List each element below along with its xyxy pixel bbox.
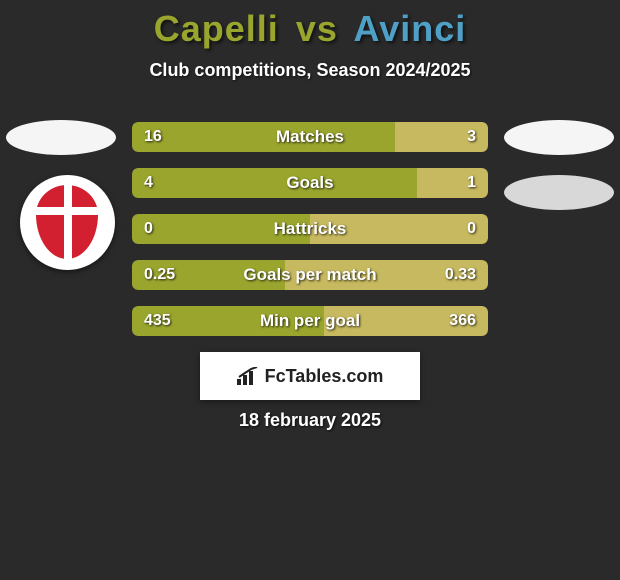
watermark-text: FcTables.com: [265, 366, 384, 387]
player1-name: Capelli: [154, 8, 279, 49]
stat-label: Goals: [132, 168, 488, 198]
stat-row: 435366Min per goal: [132, 306, 488, 336]
stat-row: 41Goals: [132, 168, 488, 198]
stat-label: Goals per match: [132, 260, 488, 290]
date: 18 february 2025: [0, 410, 620, 431]
comparison-title: Capelli vs Avinci: [0, 0, 620, 50]
player1-badge: [6, 120, 116, 155]
stat-label: Min per goal: [132, 306, 488, 336]
stat-row: 163Matches: [132, 122, 488, 152]
club-logo: [20, 175, 115, 270]
player2-name: Avinci: [354, 8, 467, 49]
watermark: FcTables.com: [200, 352, 420, 400]
player2-badge: [504, 120, 614, 155]
comparison-bars: 163Matches 41Goals 00Hattricks 0.250.33Goal…: [132, 122, 488, 352]
stat-label: Hattricks: [132, 214, 488, 244]
stat-row: 00Hattricks: [132, 214, 488, 244]
stat-label: Matches: [132, 122, 488, 152]
vs-text: vs: [296, 8, 338, 49]
stat-row: 0.250.33Goals per match: [132, 260, 488, 290]
player2-badge-secondary: [504, 175, 614, 210]
subtitle: Club competitions, Season 2024/2025: [0, 60, 620, 81]
chart-icon: [237, 367, 259, 385]
